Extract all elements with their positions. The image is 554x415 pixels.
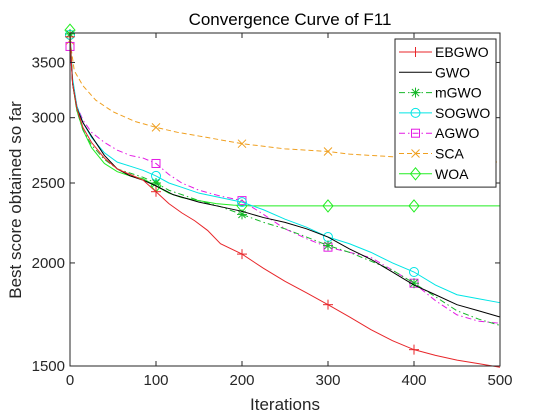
- legend-marker-woa: [409, 167, 422, 181]
- y-tick-label: 3500: [32, 54, 65, 71]
- x-tick-label: 500: [487, 372, 512, 389]
- series-layer: [64, 23, 501, 368]
- legend-entry-woa: WOA: [399, 166, 469, 182]
- legend-entry-agwo: AGWO: [399, 125, 479, 141]
- legend-label-woa: WOA: [435, 166, 469, 182]
- y-tick-label: 3000: [32, 110, 65, 127]
- series-marker-sca: [151, 123, 161, 132]
- legend-label-agwo: AGWO: [435, 125, 479, 141]
- legend-label-sogwo: SOGWO: [435, 105, 490, 121]
- series-marker-mgwo: [151, 178, 161, 189]
- legend-entry-ebgwo: EBGWO: [399, 44, 489, 60]
- legend-marker-agwo: [411, 128, 420, 138]
- legend-label-sca: SCA: [435, 146, 464, 162]
- series-line-gwo: [69, 37, 501, 318]
- x-tick-label: 200: [229, 372, 254, 389]
- series-marker-agwo: [151, 158, 161, 168]
- x-axis-title: Iterations: [250, 395, 320, 414]
- y-tick-label: 2500: [32, 175, 65, 192]
- y-tick-label: 2000: [32, 255, 65, 272]
- series-marker-sca: [237, 139, 247, 149]
- series-marker-ebgwo: [151, 186, 161, 197]
- legend-entry-gwo: GWO: [399, 64, 470, 80]
- x-tick-label: 0: [66, 372, 74, 389]
- series-marker-woa: [408, 199, 420, 213]
- legend-entry-mgwo: mGWO: [399, 85, 482, 101]
- series-gwo: [69, 37, 501, 318]
- series-marker-sogwo: [409, 267, 419, 278]
- y-axis-title: Best score obtained so far: [6, 101, 25, 299]
- series-marker-woa: [322, 199, 334, 213]
- series-marker-ebgwo: [323, 299, 333, 310]
- legend-label-mgwo: mGWO: [435, 85, 482, 101]
- x-tick-label: 400: [401, 372, 426, 389]
- axes-layer: 0 100 200 300 400 500 1500 2000 2500 3000 3500: [32, 32, 513, 389]
- legend-label-ebgwo: EBGWO: [435, 44, 489, 60]
- series-marker-ebgwo: [409, 344, 419, 355]
- series-marker-ebgwo: [237, 249, 247, 260]
- x-tick-label: 300: [315, 372, 340, 389]
- series-marker-mgwo: [323, 240, 333, 251]
- x-tick-label: 100: [143, 372, 168, 389]
- chart-title: Convergence Curve of F11: [189, 10, 392, 29]
- legend-marker-sca: [411, 149, 420, 158]
- legend-label-gwo: GWO: [435, 64, 470, 80]
- legend-entry-sca: SCA: [399, 146, 464, 162]
- series-marker-sogwo: [237, 197, 247, 208]
- legend-marker-sogwo: [410, 107, 421, 118]
- axes-box: [69, 32, 501, 367]
- legend-marker-ebgwo: [410, 47, 421, 57]
- legend-entry-sogwo: SOGWO: [399, 105, 490, 121]
- series-line-ebgwo: [69, 36, 501, 368]
- legend-marker-mgwo: [410, 87, 421, 98]
- series-marker-sca: [323, 147, 333, 156]
- y-tick-label: 1500: [32, 358, 65, 375]
- legend: EBGWO GWO mGWO SOGWO AGWO SCA WOA: [394, 38, 497, 188]
